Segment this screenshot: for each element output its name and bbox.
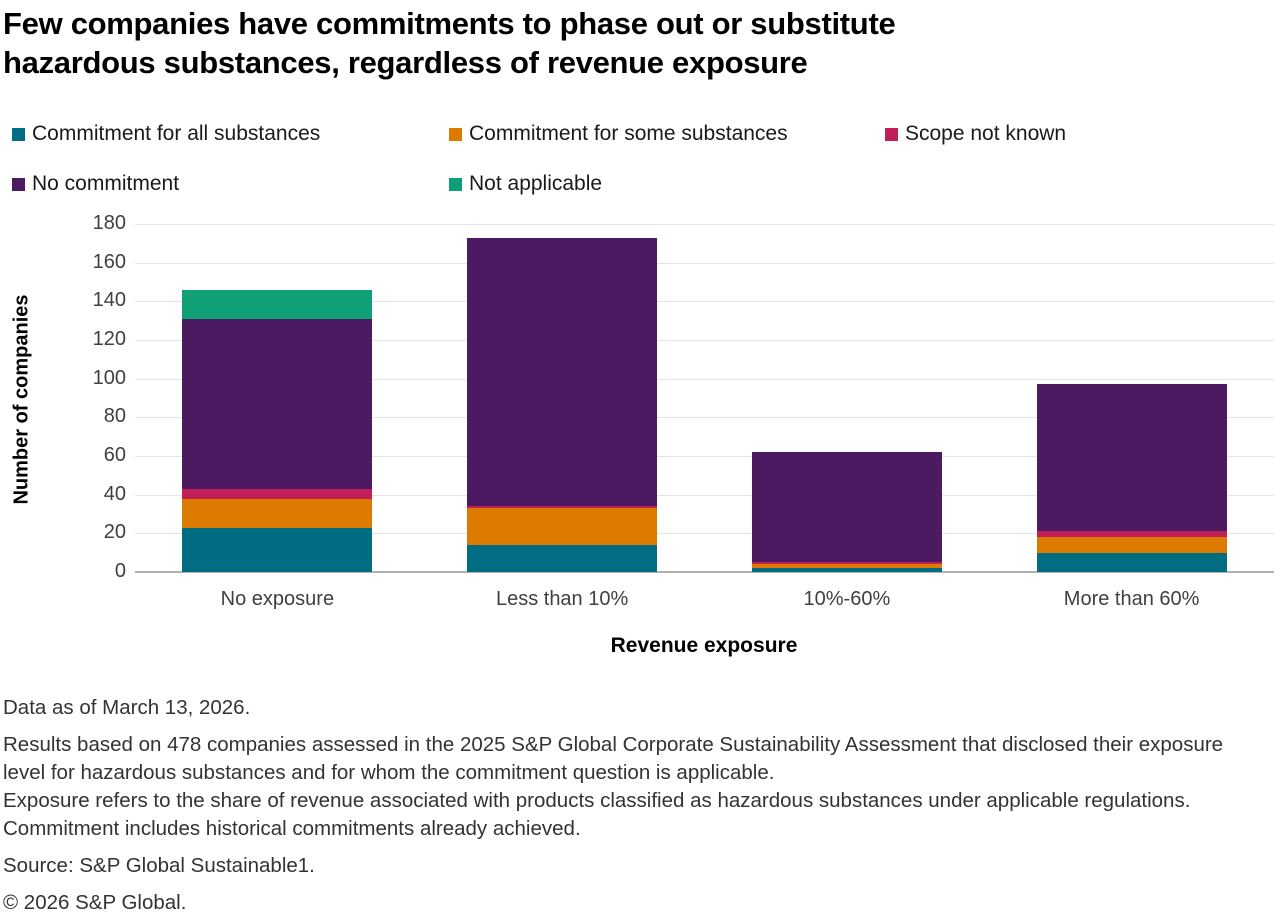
gridline [135, 378, 1274, 380]
bar-segment [182, 488, 373, 499]
x-category-label: More than 60% [1063, 588, 1200, 610]
bar-segment [467, 237, 658, 507]
gridline [135, 417, 1274, 419]
legend-item-not-applicable: Not applicable [449, 172, 602, 196]
footnote-data-as-of: Data as of March 13, 2026. [3, 696, 251, 719]
page-title-line-2: hazardous substances, regardless of reve… [3, 45, 808, 80]
legend-label: Scope not known [905, 122, 1067, 145]
bar-segment [751, 564, 942, 569]
x-category-label: 10%-60% [803, 588, 891, 610]
legend-item-commitment-all: Commitment for all substances [12, 122, 320, 146]
bar-segment [182, 318, 373, 489]
footnote-copyright: © 2026 S&P Global. [3, 891, 187, 914]
gridline [135, 224, 1274, 225]
page-title: Few companies have commitments to phase … [3, 4, 896, 82]
bar-segment [751, 452, 942, 563]
bar-segment [182, 527, 373, 572]
gridline [135, 340, 1274, 341]
bar-segment [751, 568, 942, 572]
legend-label: No commitment [32, 172, 180, 195]
bar-segment [1036, 537, 1227, 553]
bar-segment [1036, 552, 1227, 572]
bar-segment [1036, 384, 1227, 532]
legend-item-scope-not-known: Scope not known [885, 122, 1066, 146]
legend-label: Not applicable [469, 172, 603, 195]
legend-swatch-not-applicable [449, 177, 462, 191]
x-category-label: No exposure [220, 588, 335, 610]
bar-segment [751, 562, 942, 565]
gridline [135, 262, 1274, 264]
gridline [135, 456, 1274, 457]
y-tick-label: 0 [114, 560, 126, 582]
y-tick-label: 40 [103, 482, 126, 505]
legend-item-commitment-some: Commitment for some substances [449, 122, 788, 146]
bar-segment [182, 498, 373, 528]
y-tick-label: 100 [92, 366, 126, 389]
legend-label: Commitment for some substances [469, 122, 788, 145]
footnote-source: Source: S&P Global Sustainable1. [3, 854, 315, 877]
y-tick-label: 60 [103, 444, 126, 466]
y-tick-label: 20 [103, 521, 126, 544]
legend-swatch-scope-not-known [885, 127, 898, 141]
x-axis-title: Revenue exposure [610, 634, 798, 657]
x-axis-line [135, 571, 1274, 573]
page-title-line-1: Few companies have commitments to phase … [3, 6, 896, 41]
y-axis-title: Number of companies [10, 294, 33, 505]
legend-swatch-commitment-some [449, 127, 462, 141]
x-category-label: Less than 10% [495, 588, 629, 610]
legend-label: Commitment for all substances [32, 122, 321, 145]
legend-swatch-no-commitment [12, 177, 25, 191]
bar-segment [182, 289, 373, 319]
bar-segment [1036, 531, 1227, 538]
chart-legend: Commitment for all substances Commitment … [12, 122, 1268, 226]
footnotes: Data as of March 13, 2026. Results based… [3, 694, 1265, 914]
legend-item-no-commitment: No commitment [12, 172, 179, 196]
gridline [135, 533, 1274, 535]
y-tick-label: 160 [92, 250, 126, 273]
gridline [135, 494, 1274, 496]
footnote-exposure: Exposure refers to the share of revenue … [3, 789, 1191, 840]
bar-segment [467, 508, 658, 545]
footnote-results: Results based on 478 companies assessed … [3, 733, 1224, 784]
bar-segment [467, 506, 658, 509]
y-tick-label: 120 [92, 328, 126, 350]
gridline [135, 301, 1274, 303]
legend-swatch-commitment-all [12, 127, 25, 141]
y-tick-label: 80 [103, 405, 126, 428]
y-tick-label: 140 [92, 289, 126, 312]
bar-segment [467, 544, 658, 572]
y-tick-label: 180 [92, 212, 126, 234]
